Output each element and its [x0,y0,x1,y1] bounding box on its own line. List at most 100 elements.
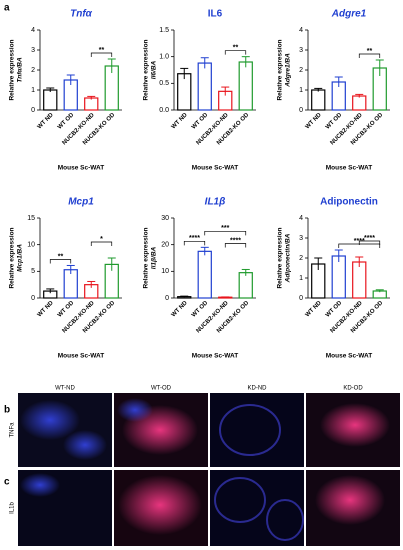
column-label: WT-ND [55,386,75,392]
column-label: WT-OD [151,386,172,392]
x-axis-label: Mouse Sc-WAT [58,353,104,360]
significance-bracket [224,50,247,55]
panel-label: c [4,477,10,488]
y-tick-label: 2 [31,67,35,74]
y-axis-label: Relative expression [277,39,284,100]
chart-title: Mcp1 [68,197,94,208]
significance-bracket [204,230,247,236]
y-axis-label: Relative expression [9,227,16,288]
significance-label: **** [364,235,375,242]
y-axis-label: Adgre1/BA [285,53,292,88]
bar [238,272,253,299]
y-axis-label: Tnfα/BA [17,57,24,83]
chart-title: IL6 [208,9,223,20]
y-tick-label: 10 [161,268,169,275]
bar [311,89,326,111]
column-label: KD-OD [343,386,363,392]
y-tick-label: 15 [27,215,35,222]
chart-title: Adgre1 [331,9,367,20]
bar [331,255,346,299]
y-axis-label: Relative expression [277,227,284,288]
significance-label: **** [230,237,241,244]
y-tick-label: 1 [299,87,303,94]
x-tick-label: WT OD [191,112,210,131]
x-tick-label: WT ND [305,300,324,319]
micrographs [18,393,400,546]
y-axis-label: Il1β/BA [151,246,158,269]
y-axis-label: Relative expression [9,39,16,100]
x-axis-label: Mouse Sc-WAT [192,353,238,360]
y-tick-label: 0 [299,107,303,114]
significance-label: ** [99,47,105,54]
x-tick-label: WT OD [325,112,344,131]
chart-title: Tnfα [70,9,93,20]
stain [20,400,80,440]
x-tick-label: WT OD [325,300,344,319]
row-label: TNFa [10,422,16,438]
stain [320,403,390,447]
image [210,393,304,467]
y-tick-label: 3 [299,235,303,242]
stain [214,477,266,523]
y-tick-label: 1.0 [159,54,169,61]
bar [43,89,58,111]
y-axis-label: Relative expression [143,227,150,288]
bar [197,62,212,111]
y-tick-label: 1.5 [159,27,169,34]
significance-bracket [49,259,72,264]
y-tick-label: 4 [299,215,303,222]
significance-label: * [100,236,103,243]
y-tick-label: 0 [299,295,303,302]
significance-label: **** [189,235,200,242]
bar [238,61,253,111]
significance-bracket [90,241,113,246]
x-tick-label: WT ND [305,112,324,131]
panel-label: b [4,405,10,416]
bar [84,97,99,111]
x-axis-label: Mouse Sc-WAT [192,165,238,172]
x-tick-label: WT ND [171,300,190,319]
stain [219,404,281,456]
significance-bracket [358,240,381,245]
panel-label: a [4,3,10,14]
stain [315,475,385,525]
bar [352,261,367,299]
significance-label: ** [58,253,64,260]
y-tick-label: 20 [161,242,169,249]
significance-label: *** [221,225,229,232]
stain [266,499,304,541]
y-tick-label: 0.5 [159,80,169,87]
x-tick-label: WT OD [57,112,76,131]
stain [117,398,153,422]
bar [352,95,367,111]
y-tick-label: 30 [161,215,169,222]
significance-bracket [224,243,247,248]
y-tick-label: 5 [31,268,35,275]
y-tick-label: 2 [299,67,303,74]
row-label: IL1b [10,502,16,514]
bar [197,250,212,299]
y-tick-label: 0 [165,295,169,302]
significance-bracket [358,53,381,58]
x-axis-label: Mouse Sc-WAT [58,165,104,172]
y-axis-label: Relative expression [143,39,150,100]
y-tick-label: 10 [27,242,35,249]
x-tick-label: WT OD [57,300,76,319]
y-axis-label: Mcp1/BA [17,244,24,272]
y-tick-label: 0.0 [159,107,169,114]
y-tick-label: 1 [299,275,303,282]
y-tick-label: 3 [31,47,35,54]
x-tick-label: WT ND [37,112,56,131]
significance-label: ** [233,45,239,52]
chart-title: Adiponectin [320,197,378,208]
x-tick-label: WT OD [191,300,210,319]
chart-title: IL1β [205,197,226,208]
y-tick-label: 4 [299,27,303,34]
significance-bracket [183,240,206,246]
x-axis-label: Mouse Sc-WAT [326,353,372,360]
x-axis-label: Mouse Sc-WAT [326,165,372,172]
bar [177,73,192,111]
y-axis-label: Il6/BA [151,60,158,79]
stain [118,475,202,535]
